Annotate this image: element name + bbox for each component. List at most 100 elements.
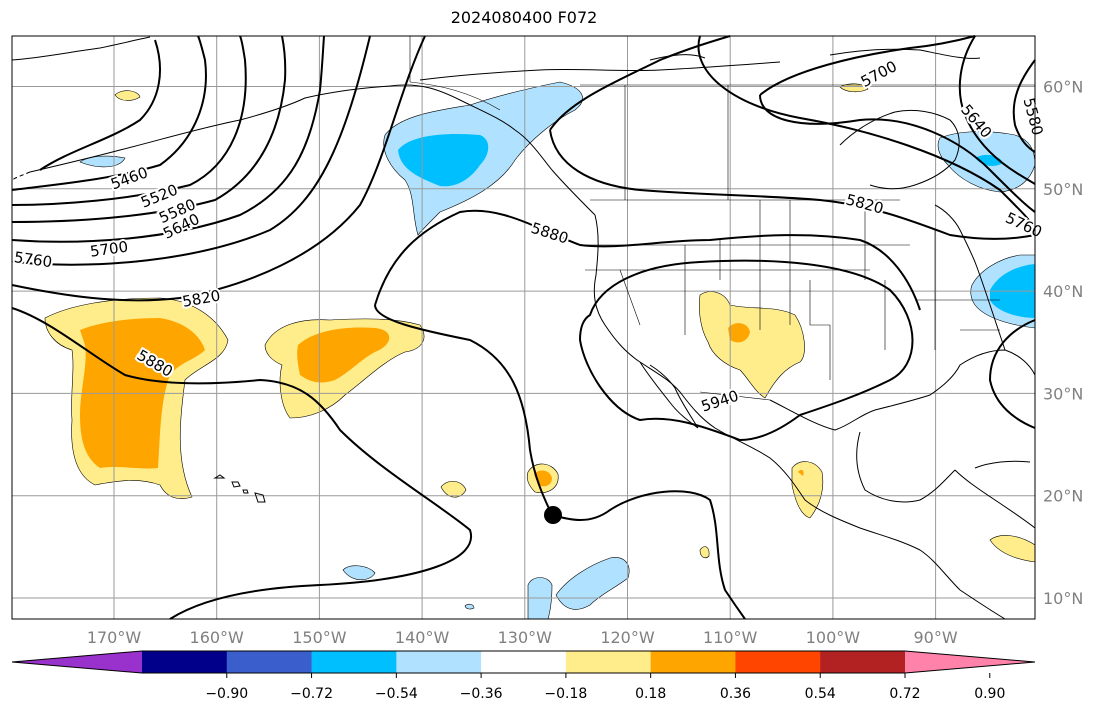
negative-anomaly-area bbox=[464, 603, 475, 610]
colorbar-tick-label: 0.72 bbox=[889, 686, 920, 702]
graticule bbox=[12, 36, 1035, 619]
contour-5880 bbox=[374, 209, 921, 311]
longitude-label: 140°W bbox=[395, 628, 450, 647]
negative-anomaly-area bbox=[555, 557, 630, 610]
colorbar-segment bbox=[481, 651, 567, 673]
positive-anomaly-area bbox=[798, 469, 804, 476]
contour-5460 bbox=[39, 39, 161, 171]
contour-5760 bbox=[697, 35, 1036, 229]
island bbox=[213, 474, 226, 479]
contour-5880 bbox=[988, 319, 1036, 429]
contour-5640 bbox=[11, 35, 287, 223]
latitude-label: 50°N bbox=[1043, 180, 1083, 199]
contour-5760 bbox=[11, 35, 371, 266]
island bbox=[242, 489, 249, 494]
contour-5880 bbox=[11, 307, 473, 620]
latitude-label: 40°N bbox=[1043, 282, 1083, 301]
contour-5700 bbox=[11, 35, 325, 243]
contour-5580 bbox=[1012, 59, 1036, 153]
contour-5520 bbox=[11, 35, 207, 191]
positive-anomaly-area bbox=[699, 546, 710, 559]
longitude-label: 160°W bbox=[190, 628, 245, 647]
colorbar-segment bbox=[820, 651, 906, 673]
latitude-label: 20°N bbox=[1043, 487, 1083, 506]
colorbar-tick-label: 0.54 bbox=[805, 686, 836, 702]
longitude-label: 110°W bbox=[703, 628, 758, 647]
contour-5880 bbox=[374, 304, 746, 620]
positive-anomaly-area bbox=[791, 461, 824, 519]
positive-anomaly-area bbox=[728, 323, 750, 343]
colorbar-tick-label: −0.90 bbox=[205, 686, 248, 702]
contour-5580 bbox=[11, 35, 247, 206]
contour-5820 bbox=[549, 35, 731, 131]
coastline bbox=[974, 460, 1031, 469]
coastline bbox=[649, 54, 706, 61]
colorbar-tick-label: 0.18 bbox=[635, 686, 666, 702]
longitude-label: 150°W bbox=[292, 628, 347, 647]
longitude-label: 130°W bbox=[498, 628, 553, 647]
positive-anomaly-area bbox=[440, 481, 467, 498]
island bbox=[231, 481, 241, 488]
colorbar-outline bbox=[11, 650, 1036, 674]
contour-5940 bbox=[578, 259, 914, 442]
coastline bbox=[959, 589, 1006, 620]
border bbox=[699, 391, 771, 401]
colorbar-segment bbox=[565, 651, 652, 673]
latitude-label: 10°N bbox=[1043, 589, 1083, 608]
coastline bbox=[29, 84, 596, 216]
contour-5640 bbox=[958, 35, 1036, 185]
colorbar-tick-label: −0.18 bbox=[544, 686, 587, 702]
map-frame bbox=[11, 35, 1036, 620]
coastline bbox=[934, 204, 1006, 351]
coastline bbox=[839, 109, 960, 190]
latitude-label: 30°N bbox=[1043, 384, 1083, 403]
contour-5820 bbox=[11, 35, 426, 302]
map-panel: 5460 5520 5580 5640 5700 5760 5820 5880 … bbox=[11, 35, 1049, 620]
contour-5820 bbox=[549, 129, 1036, 240]
negative-anomaly-area bbox=[398, 133, 489, 187]
colorbar-tick-label: −0.72 bbox=[290, 686, 333, 702]
colorbar-segment bbox=[396, 651, 482, 673]
negative-anomaly-area bbox=[342, 565, 376, 581]
contour-label: 5760 bbox=[13, 248, 53, 271]
longitude-label: 90°W bbox=[914, 628, 958, 647]
colorbar-tick-label: 0.36 bbox=[720, 686, 751, 702]
colorbar-segment bbox=[142, 651, 228, 673]
height-contours bbox=[11, 35, 1036, 620]
colorbar-segment bbox=[650, 651, 736, 673]
colorbar-segment bbox=[226, 651, 313, 673]
coastline bbox=[856, 431, 956, 503]
coastline bbox=[11, 36, 151, 61]
colorbar-tick-label: 0.90 bbox=[974, 686, 1005, 702]
longitude-label: 120°W bbox=[600, 628, 655, 647]
coastline bbox=[829, 48, 981, 59]
coastlines bbox=[11, 36, 1036, 620]
longitude-labels: 170°W 160°W 150°W 140°W 130°W 120°W 110°W 100°W… bbox=[87, 628, 958, 647]
positive-anomaly-area bbox=[698, 291, 805, 399]
colorbar-extend-high bbox=[905, 651, 1035, 673]
coastline bbox=[593, 214, 961, 591]
positive-anomaly-area bbox=[114, 90, 141, 101]
longitude-label: 100°W bbox=[806, 628, 861, 647]
latitude-label: 60°N bbox=[1043, 78, 1083, 97]
island bbox=[254, 492, 266, 503]
positive-anomaly-area bbox=[297, 327, 390, 383]
storm-position-marker bbox=[544, 506, 562, 524]
colorbar-segment bbox=[735, 651, 821, 673]
colorbar-tick-label: −0.36 bbox=[460, 686, 503, 702]
coastline bbox=[419, 61, 781, 81]
contour-5700 bbox=[759, 94, 1036, 213]
border bbox=[409, 81, 501, 111]
colorbar-segment bbox=[311, 651, 397, 673]
contour-5700 bbox=[759, 35, 976, 96]
colorbar-tick-label: −0.54 bbox=[375, 686, 418, 702]
latitude-labels: 60°N 50°N 40°N 30°N 20°N 10°N bbox=[1043, 78, 1083, 609]
map-title: 2024080400 F072 bbox=[450, 8, 598, 27]
border bbox=[809, 280, 831, 380]
coastline bbox=[639, 361, 699, 429]
colorbar: −0.90 −0.72 −0.54 −0.36 −0.18 0.18 0.36 0.54 0.7… bbox=[11, 650, 1036, 702]
coastline bbox=[954, 469, 1036, 529]
positive-anomaly-area bbox=[839, 83, 869, 93]
colorbar-extend-low bbox=[12, 651, 142, 673]
